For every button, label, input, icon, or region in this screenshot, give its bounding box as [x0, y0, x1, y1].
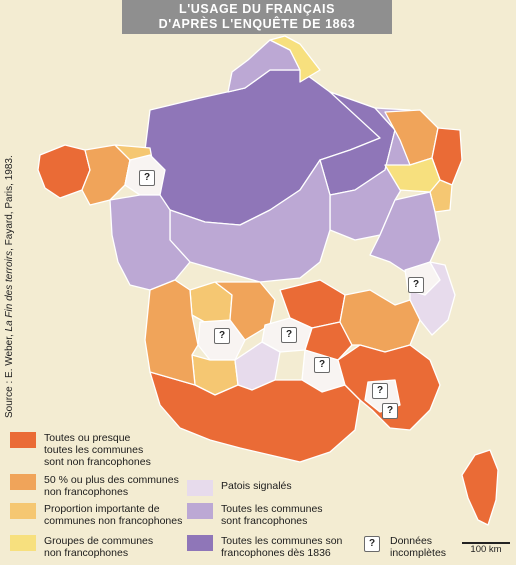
source-prefix: Source : E. Weber,	[4, 331, 15, 418]
map-title-line2: D'APRÈS L'ENQUÊTE DE 1863	[158, 17, 356, 31]
source-citation: Source : E. Weber, La Fin des terroirs, …	[4, 155, 15, 418]
legend-swatch	[187, 535, 213, 551]
incomplete-data-marker: ?	[314, 357, 330, 373]
legend-label: Toutes ou presque toutes les communes sont…	[44, 432, 151, 468]
incomplete-data-marker: ?	[408, 277, 424, 293]
legend-item-incomplete: ? Données incomplètes	[358, 535, 446, 559]
incomplete-data-marker: ?	[382, 403, 398, 419]
legend-label: Données incomplètes	[390, 535, 447, 559]
map-title: L'USAGE DU FRANÇAIS D'APRÈS L'ENQUÊTE DE…	[122, 0, 392, 34]
region-corsica	[461, 449, 499, 526]
legend-item-dark-orange: Toutes ou presque toutes les communes sont…	[10, 432, 151, 468]
legend-item-light-orange: Proportion importante de communes non fra…	[10, 503, 182, 527]
legend-item-mid-orange: 50 % ou plus des communes non francophone…	[10, 474, 179, 498]
incomplete-data-marker: ?	[281, 327, 297, 343]
legend-label: Patois signalés	[221, 480, 292, 492]
legend-label: Groupes de communes non francophones	[44, 535, 154, 559]
legend-swatch	[10, 474, 36, 490]
legend-label: Toutes les communes son francophones dès …	[221, 535, 343, 559]
map-title-line1: L'USAGE DU FRANÇAIS	[178, 2, 336, 16]
legend-label: 50 % ou plus des communes non francophone…	[44, 474, 179, 498]
incomplete-data-marker: ?	[139, 170, 155, 186]
region-brittany-mid	[81, 144, 131, 206]
scale-label: 100 km	[470, 544, 502, 555]
region-landes	[144, 279, 199, 386]
region-nord-yellow	[269, 35, 321, 83]
legend-item-lilac: Toutes les communes sont francophones	[187, 503, 323, 527]
legend-swatch	[187, 480, 213, 496]
incomplete-data-marker: ?	[372, 383, 388, 399]
region-limousin-orange	[214, 281, 276, 341]
legend-swatch	[10, 535, 36, 551]
legend-label: Toutes les communes sont francophones	[221, 503, 323, 527]
legend-item-lilac-pale: Patois signalés	[187, 480, 292, 496]
legend-question-icon: ?	[364, 536, 380, 552]
legend-swatch	[10, 503, 36, 519]
region-west-lilac	[109, 194, 191, 291]
region-franche-comte	[369, 191, 441, 276]
source-title: La Fin des terroirs	[4, 250, 15, 332]
legend-label: Proportion importante de communes non fra…	[44, 503, 183, 527]
legend-swatch	[187, 503, 213, 519]
scale-bar	[462, 542, 510, 544]
incomplete-data-marker: ?	[214, 328, 230, 344]
source-suffix: , Fayard, Paris, 1983.	[4, 155, 15, 251]
legend-item-purple: Toutes les communes son francophones dès …	[187, 535, 342, 559]
region-rhone-orange	[339, 289, 421, 353]
legend-swatch	[10, 432, 36, 448]
legend-item-yellow: Groupes de communes non francophones	[10, 535, 153, 559]
